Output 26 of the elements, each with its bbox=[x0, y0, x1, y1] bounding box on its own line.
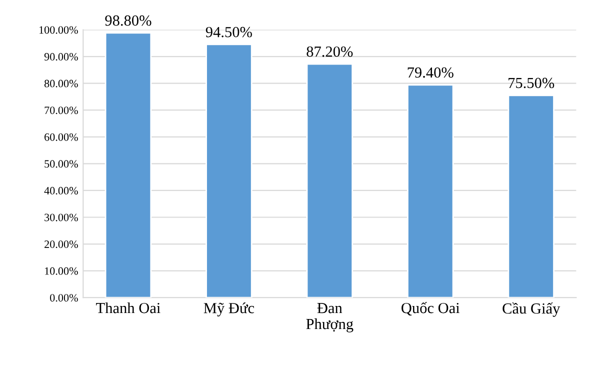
bar bbox=[508, 94, 554, 298]
x-tick-label: Đan Phượng bbox=[306, 303, 354, 332]
x-tick-label: Thanh Oai bbox=[96, 302, 160, 314]
x-tick-label: Mỹ Đức bbox=[204, 302, 254, 316]
data-label: 75.50% bbox=[508, 78, 554, 88]
y-tick-label: 20.00% bbox=[44, 240, 78, 248]
data-label: 87.20% bbox=[306, 46, 353, 57]
bar bbox=[306, 63, 354, 298]
y-tick-label: 60.00% bbox=[44, 133, 78, 141]
y-tick-label: 80.00% bbox=[44, 80, 78, 88]
x-tick-label: Quốc Oai bbox=[402, 302, 460, 316]
y-tick-label: 100.00% bbox=[39, 26, 78, 34]
y-tick-label: 30.00% bbox=[44, 214, 78, 222]
y-tick-label: 70.00% bbox=[44, 106, 78, 114]
bar bbox=[104, 32, 152, 298]
bar bbox=[407, 84, 454, 298]
x-tick-label: Cầu Giấy bbox=[502, 302, 560, 317]
data-label: 79.40% bbox=[408, 67, 454, 78]
y-tick-label: 90.00% bbox=[44, 53, 78, 61]
y-tick-label: 0.00% bbox=[50, 294, 78, 302]
bar bbox=[206, 44, 252, 298]
data-label: 94.50% bbox=[206, 26, 252, 38]
data-label: 98.80% bbox=[105, 15, 152, 26]
y-tick-label: 10.00% bbox=[45, 267, 78, 275]
y-tick-label: 50.00% bbox=[44, 160, 78, 168]
y-tick-label: 40.00% bbox=[44, 186, 78, 194]
